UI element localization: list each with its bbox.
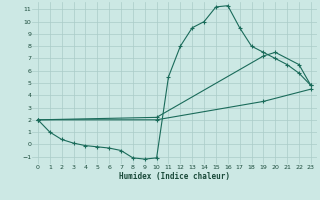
X-axis label: Humidex (Indice chaleur): Humidex (Indice chaleur) <box>119 172 230 181</box>
